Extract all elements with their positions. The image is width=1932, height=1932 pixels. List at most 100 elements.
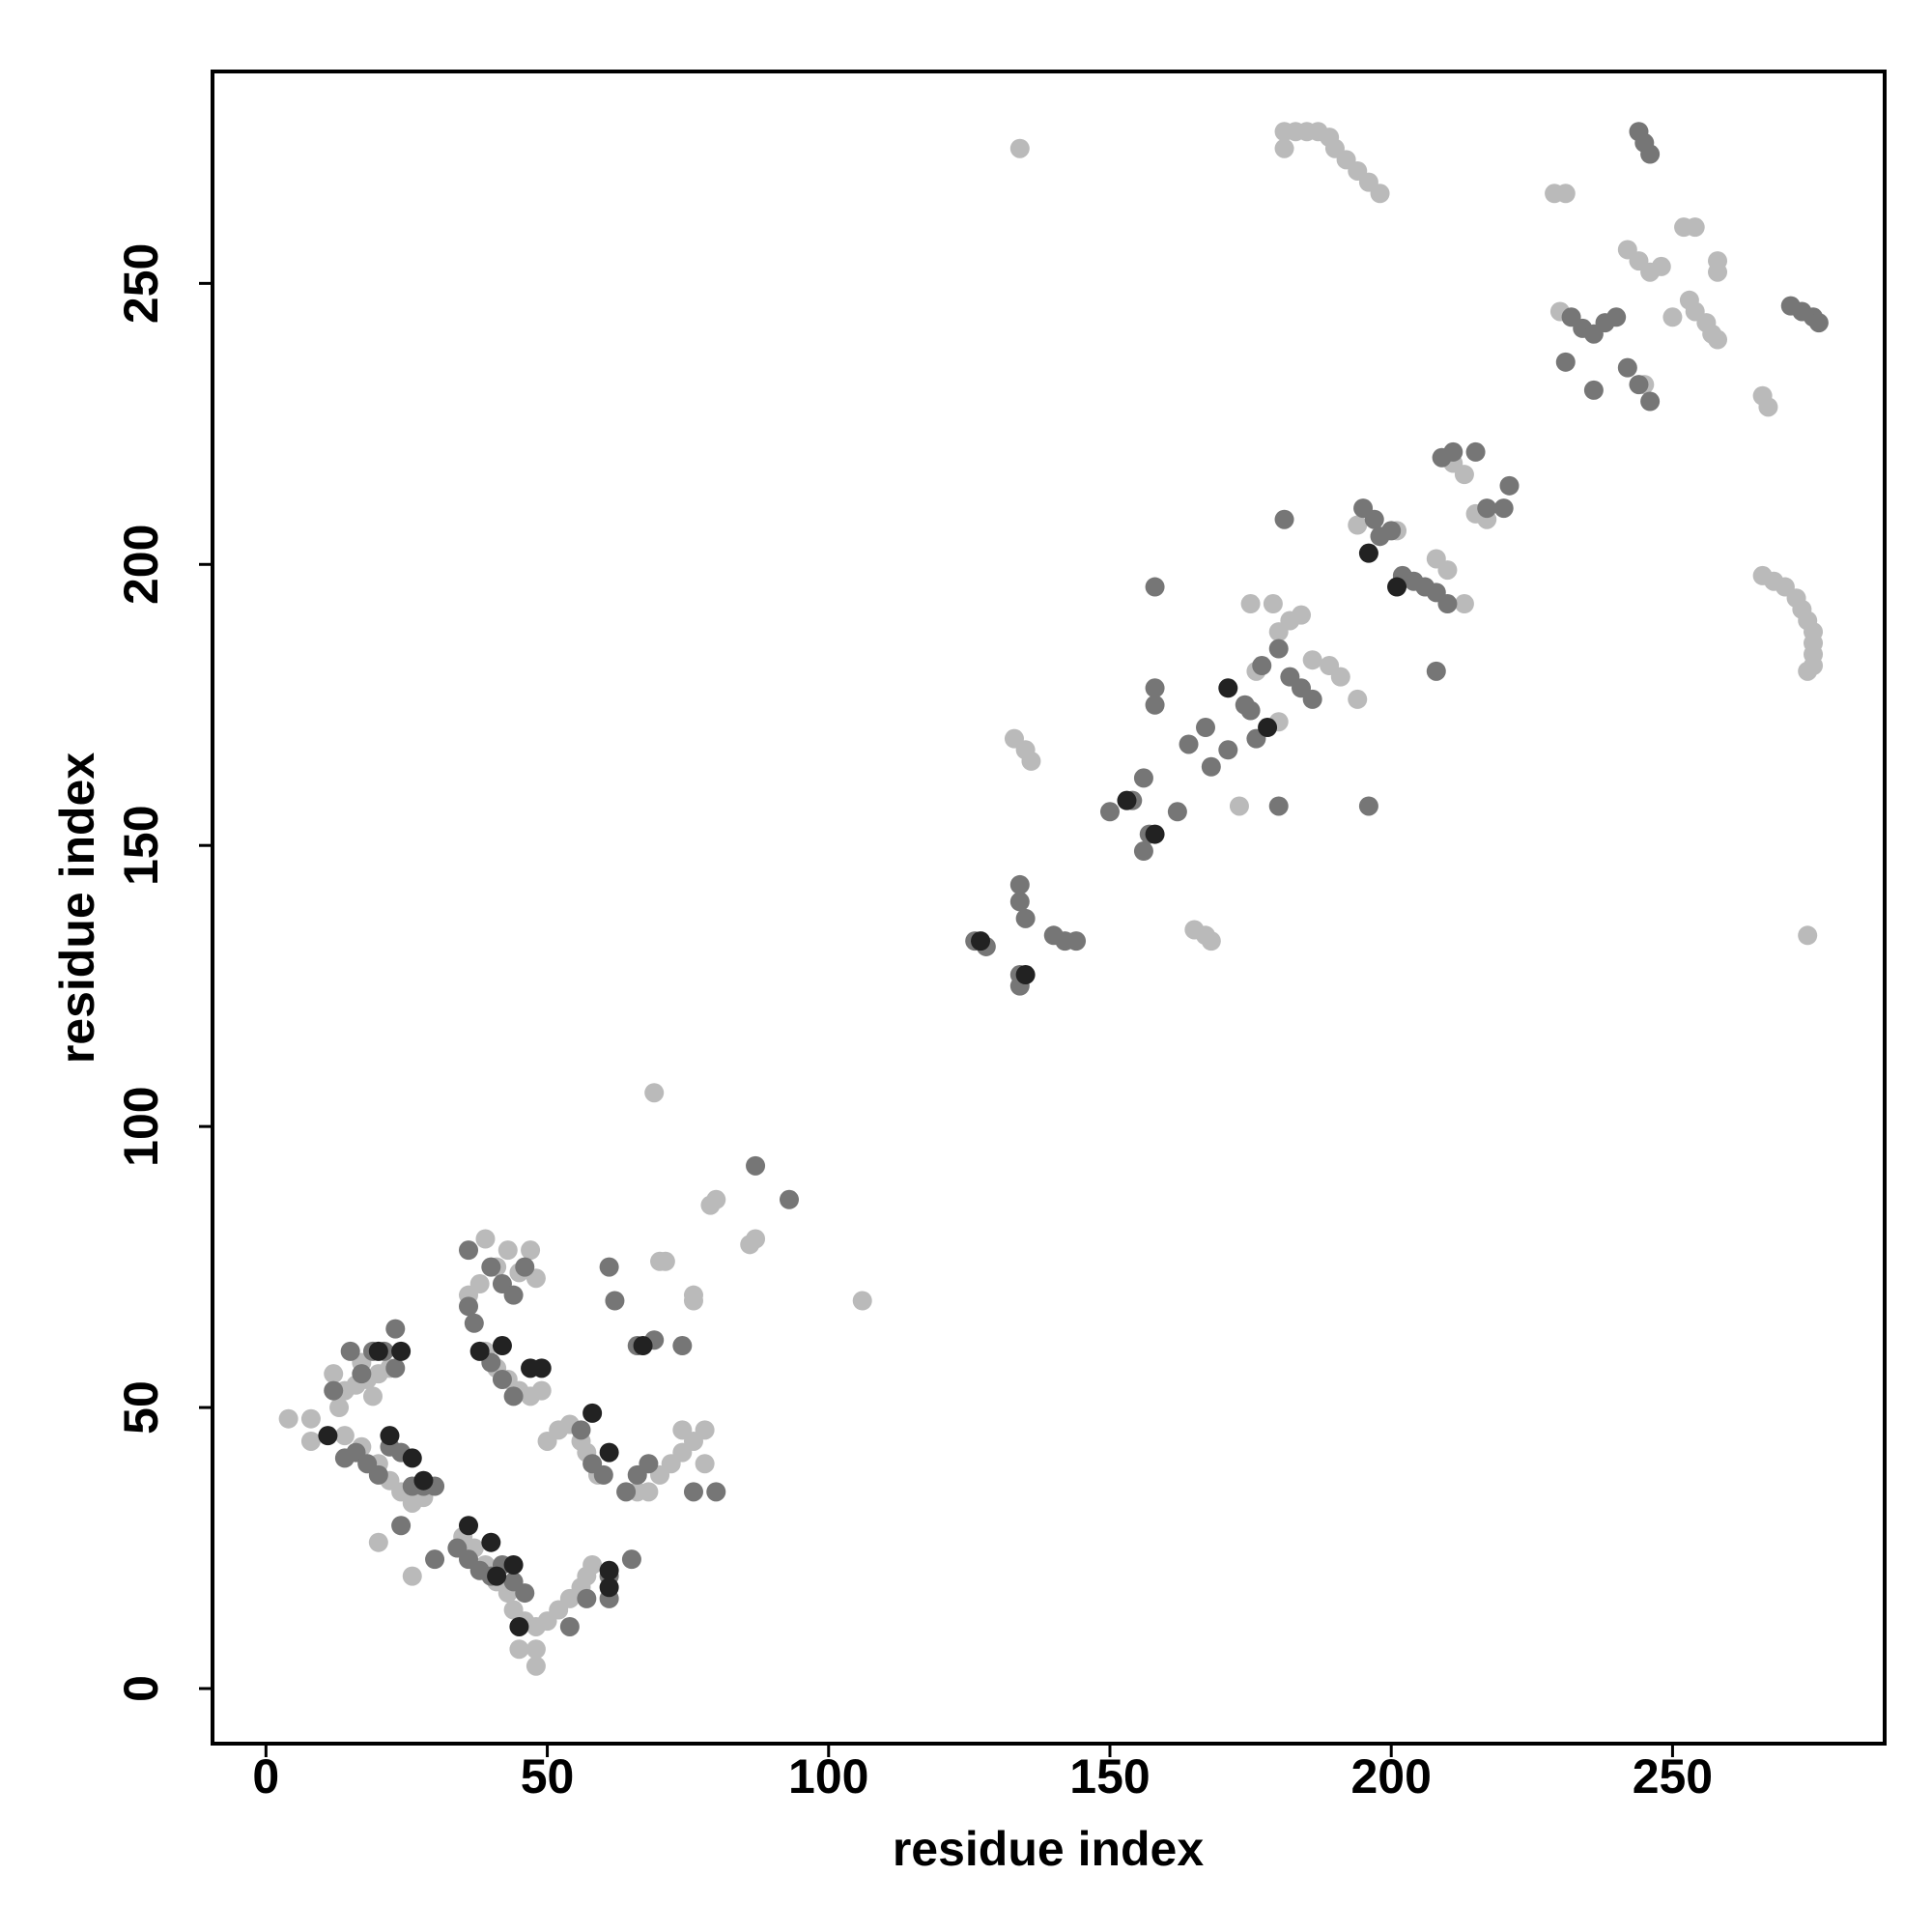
point xyxy=(672,1420,693,1440)
point xyxy=(469,1274,490,1294)
y-axis-label: residue index xyxy=(50,753,104,1065)
point xyxy=(1117,790,1137,810)
point xyxy=(1066,931,1087,952)
point xyxy=(497,1240,518,1261)
point xyxy=(413,1470,434,1491)
point xyxy=(300,1431,321,1451)
point xyxy=(1606,307,1627,327)
point xyxy=(1370,184,1390,204)
point xyxy=(1263,594,1283,614)
point xyxy=(1477,498,1497,519)
x-tick-label: 100 xyxy=(788,1749,868,1804)
point xyxy=(1708,262,1728,282)
point xyxy=(324,1380,344,1401)
point xyxy=(593,1464,613,1485)
point xyxy=(1758,397,1778,417)
point xyxy=(1381,521,1402,541)
point xyxy=(1258,718,1278,738)
x-tick-label: 50 xyxy=(521,1749,575,1804)
point xyxy=(621,1549,641,1570)
point xyxy=(599,1560,619,1580)
point xyxy=(300,1408,321,1429)
point xyxy=(644,1083,665,1103)
point xyxy=(515,1257,535,1277)
point xyxy=(1240,700,1261,721)
point xyxy=(464,1313,484,1333)
point xyxy=(1167,802,1187,822)
point xyxy=(616,1482,637,1502)
point xyxy=(683,1482,703,1502)
point xyxy=(971,931,991,952)
point xyxy=(1009,138,1030,158)
point xyxy=(1133,768,1153,788)
point xyxy=(582,1403,603,1423)
point xyxy=(1617,357,1637,378)
point xyxy=(1465,441,1486,462)
point xyxy=(1555,352,1576,372)
point xyxy=(515,1583,535,1604)
point xyxy=(706,1189,726,1209)
point xyxy=(571,1420,591,1440)
x-tick-label: 250 xyxy=(1633,1749,1713,1804)
point xyxy=(582,1554,603,1575)
point xyxy=(1651,256,1671,276)
point xyxy=(633,1336,653,1356)
point xyxy=(1348,515,1368,535)
point xyxy=(503,1386,524,1406)
point xyxy=(1021,751,1041,771)
point xyxy=(1302,689,1322,709)
point xyxy=(1426,549,1446,569)
point xyxy=(1640,391,1661,412)
point xyxy=(1708,329,1728,350)
point xyxy=(385,1319,406,1339)
point xyxy=(509,1639,529,1660)
point xyxy=(362,1386,383,1406)
point xyxy=(1454,594,1474,614)
point xyxy=(1454,465,1474,485)
point xyxy=(1195,718,1215,738)
x-axis-label: residue index xyxy=(893,1822,1205,1876)
y-tick-label: 200 xyxy=(114,525,168,605)
point xyxy=(521,1240,541,1261)
point xyxy=(1348,689,1368,709)
point xyxy=(559,1616,580,1636)
point xyxy=(852,1291,872,1311)
point xyxy=(639,1454,659,1474)
plot-frame xyxy=(211,70,1887,1746)
point xyxy=(481,1257,501,1277)
point xyxy=(425,1549,445,1570)
point xyxy=(1798,925,1818,946)
point xyxy=(1364,509,1384,529)
point xyxy=(475,1229,496,1249)
point xyxy=(1499,475,1520,496)
point xyxy=(368,1341,388,1361)
point xyxy=(1437,594,1458,614)
point xyxy=(492,1369,512,1389)
y-tick-label: 150 xyxy=(114,805,168,885)
point xyxy=(1274,509,1294,529)
point xyxy=(1358,796,1378,816)
point xyxy=(1240,594,1261,614)
point xyxy=(278,1408,298,1429)
y-tick-label: 50 xyxy=(114,1380,168,1435)
point xyxy=(334,1426,355,1446)
point xyxy=(402,1566,422,1586)
point xyxy=(1099,802,1120,822)
point xyxy=(599,1577,619,1598)
point xyxy=(1387,577,1407,597)
point xyxy=(1555,184,1576,204)
point xyxy=(459,1240,479,1261)
point xyxy=(509,1616,529,1636)
point xyxy=(1252,656,1272,676)
point xyxy=(340,1341,360,1361)
point xyxy=(531,1380,552,1401)
point xyxy=(1201,931,1221,952)
y-tick-label: 100 xyxy=(114,1086,168,1166)
point xyxy=(1229,796,1249,816)
point xyxy=(1145,824,1165,844)
point xyxy=(1218,678,1238,698)
x-tick-label: 0 xyxy=(252,1749,279,1804)
point xyxy=(385,1358,406,1378)
point xyxy=(1009,892,1030,912)
